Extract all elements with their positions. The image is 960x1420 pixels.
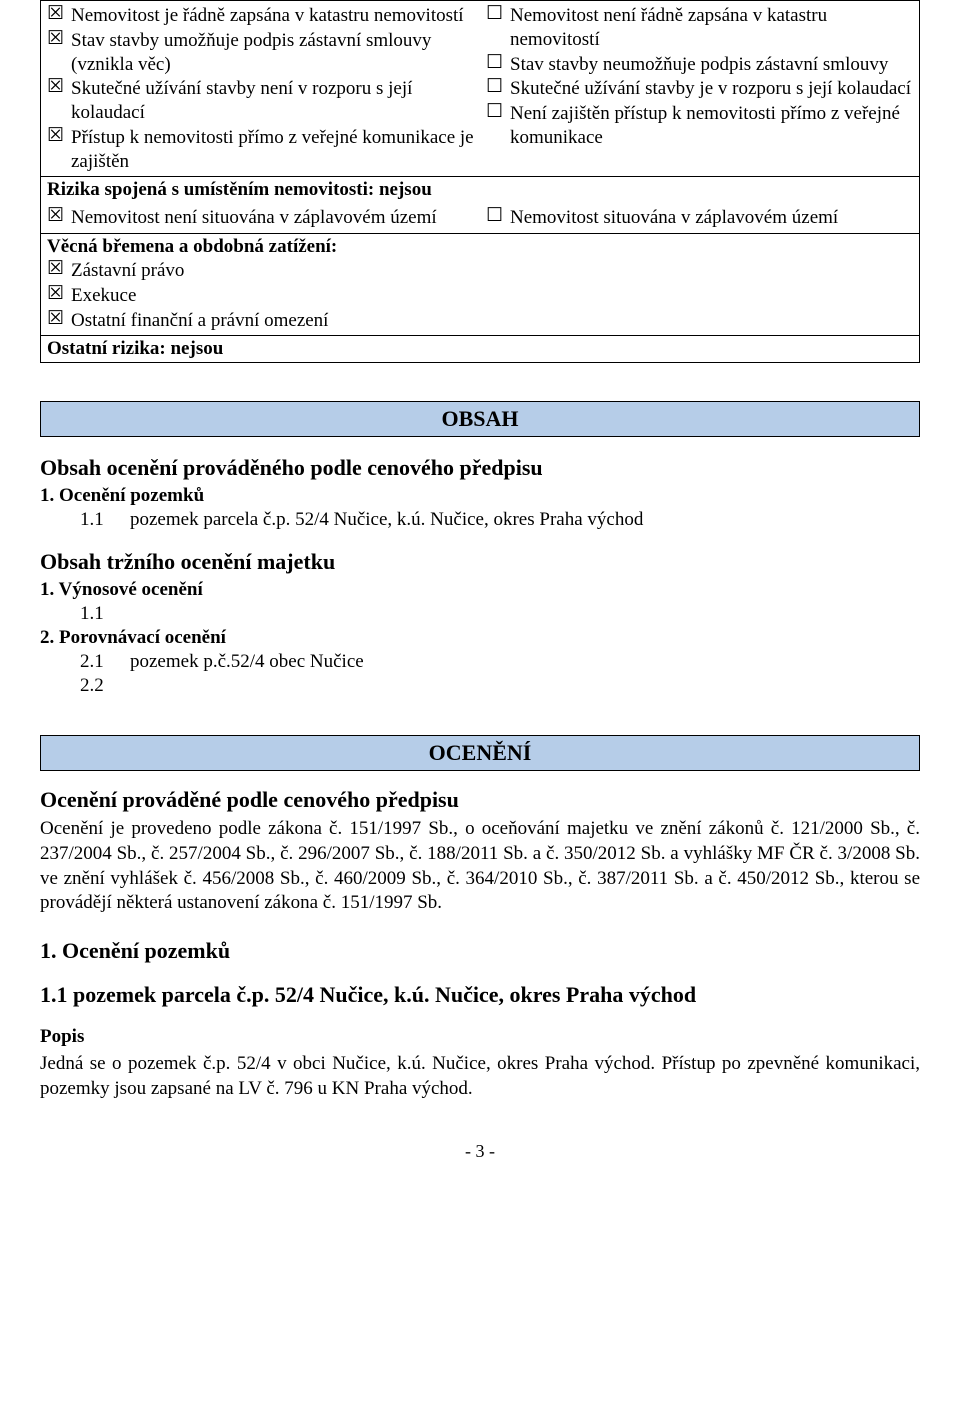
- check-item: ☒ Exekuce: [47, 284, 913, 308]
- risks-table: ☒ Nemovitost je řádně zapsána v katastru…: [40, 0, 920, 363]
- check-item: ☐ Skutečné užívání stavby je v rozporu s…: [486, 77, 913, 101]
- check-text: Ostatní finanční a právní omezení: [71, 309, 913, 333]
- bremena-heading: Věcná břemena a obdobná zatížení:: [47, 236, 913, 258]
- check-item: ☒ Nemovitost je řádně zapsána v katastru…: [47, 4, 474, 28]
- check-text: Přístup k nemovitosti přímo z veřejné ko…: [71, 126, 474, 174]
- list-item: 2.2: [40, 675, 920, 697]
- checkbox-unchecked-icon: ☐: [486, 206, 504, 227]
- popis-label: Popis: [40, 1026, 920, 1048]
- item-label: [130, 675, 920, 697]
- checkbox-unchecked-icon: ☐: [486, 4, 504, 25]
- checkbox-checked-icon: ☒: [47, 126, 65, 147]
- checkbox-checked-icon: ☒: [47, 206, 65, 227]
- check-item: ☒ Zástavní právo: [47, 259, 913, 283]
- check-text: Nemovitost je řádně zapsána v katastru n…: [71, 4, 474, 28]
- check-text: Skutečné užívání stavby není v rozporu s…: [71, 77, 474, 125]
- check-item: ☐ Stav stavby neumožňuje podpis zástavní…: [486, 53, 913, 77]
- item-label: [130, 603, 920, 625]
- check-text: Skutečné užívání stavby je v rozporu s j…: [510, 77, 913, 101]
- checkbox-checked-icon: ☒: [47, 77, 65, 98]
- rizika-heading: Rizika spojená s umístěním nemovitosti: …: [41, 177, 920, 204]
- check-text: Zástavní právo: [71, 259, 913, 283]
- check-text: Nemovitost situována v záplavovém území: [510, 206, 913, 230]
- checkbox-unchecked-icon: ☐: [486, 53, 504, 74]
- checkbox-checked-icon: ☒: [47, 309, 65, 330]
- item-label: pozemek p.č.52/4 obec Nučice: [130, 651, 920, 673]
- oceneni-body: Ocenění je provedeno podle zákona č. 151…: [40, 817, 920, 916]
- obsah-heading-1: Obsah ocenění prováděného podle cenového…: [40, 455, 920, 481]
- checkbox-checked-icon: ☒: [47, 259, 65, 280]
- item-number: 1.1: [80, 603, 130, 625]
- check-item: ☐ Nemovitost situována v záplavovém územ…: [486, 206, 913, 230]
- check-item: ☒ Skutečné užívání stavby není v rozporu…: [47, 77, 474, 125]
- item-number: 1.1: [80, 509, 130, 531]
- check-text: Stav stavby neumožňuje podpis zástavní s…: [510, 53, 913, 77]
- check-item: ☐ Nemovitost není řádně zapsána v katast…: [486, 4, 913, 52]
- check-item: ☒ Stav stavby umožňuje podpis zástavní s…: [47, 29, 474, 77]
- checkbox-unchecked-icon: ☐: [486, 102, 504, 123]
- check-item: ☒ Ostatní finanční a právní omezení: [47, 309, 913, 333]
- check-text: Nemovitost není situována v záplavovém ú…: [71, 206, 474, 230]
- checkbox-unchecked-icon: ☐: [486, 77, 504, 98]
- check-text: Nemovitost není řádně zapsána v katastru…: [510, 4, 913, 52]
- checkbox-checked-icon: ☒: [47, 29, 65, 50]
- checkbox-checked-icon: ☒: [47, 284, 65, 305]
- popis-body: Jedná se o pozemek č.p. 52/4 v obci Nuči…: [40, 1052, 920, 1101]
- oceneni-heading: Ocenění prováděné podle cenového předpis…: [40, 787, 920, 813]
- item-label: pozemek parcela č.p. 52/4 Nučice, k.ú. N…: [130, 509, 920, 531]
- obsah-sub-2: 1. Výnosové ocenění: [40, 579, 920, 601]
- ostatni-heading: Ostatní rizika: nejsou: [41, 336, 920, 363]
- check-text: Stav stavby umožňuje podpis zástavní sml…: [71, 29, 474, 77]
- item-number: 2.1: [80, 651, 130, 673]
- item-number: 2.2: [80, 675, 130, 697]
- obsah-heading-2: Obsah tržního ocenění majetku: [40, 549, 920, 575]
- check-item: ☐ Není zajištěn přístup k nemovitosti př…: [486, 102, 913, 150]
- checkbox-checked-icon: ☒: [47, 4, 65, 25]
- page-number: - 3 -: [40, 1141, 920, 1162]
- list-item: 2.1 pozemek p.č.52/4 obec Nučice: [40, 651, 920, 673]
- check-text: Exekuce: [71, 284, 913, 308]
- oceneni-sec-1: 1. Ocenění pozemků: [40, 938, 920, 964]
- section-bar-obsah: OBSAH: [40, 401, 920, 437]
- section-bar-oceneni: OCENĚNÍ: [40, 735, 920, 771]
- check-text: Není zajištěn přístup k nemovitosti přím…: [510, 102, 913, 150]
- oceneni-sec-1-1: 1.1 pozemek parcela č.p. 52/4 Nučice, k.…: [40, 982, 920, 1008]
- check-item: ☒ Přístup k nemovitosti přímo z veřejné …: [47, 126, 474, 174]
- list-item: 1.1 pozemek parcela č.p. 52/4 Nučice, k.…: [40, 509, 920, 531]
- check-item: ☒ Nemovitost není situována v záplavovém…: [47, 206, 474, 230]
- obsah-sub-3: 2. Porovnávací ocenění: [40, 627, 920, 649]
- list-item: 1.1: [40, 603, 920, 625]
- obsah-sub-1: 1. Ocenění pozemků: [40, 485, 920, 507]
